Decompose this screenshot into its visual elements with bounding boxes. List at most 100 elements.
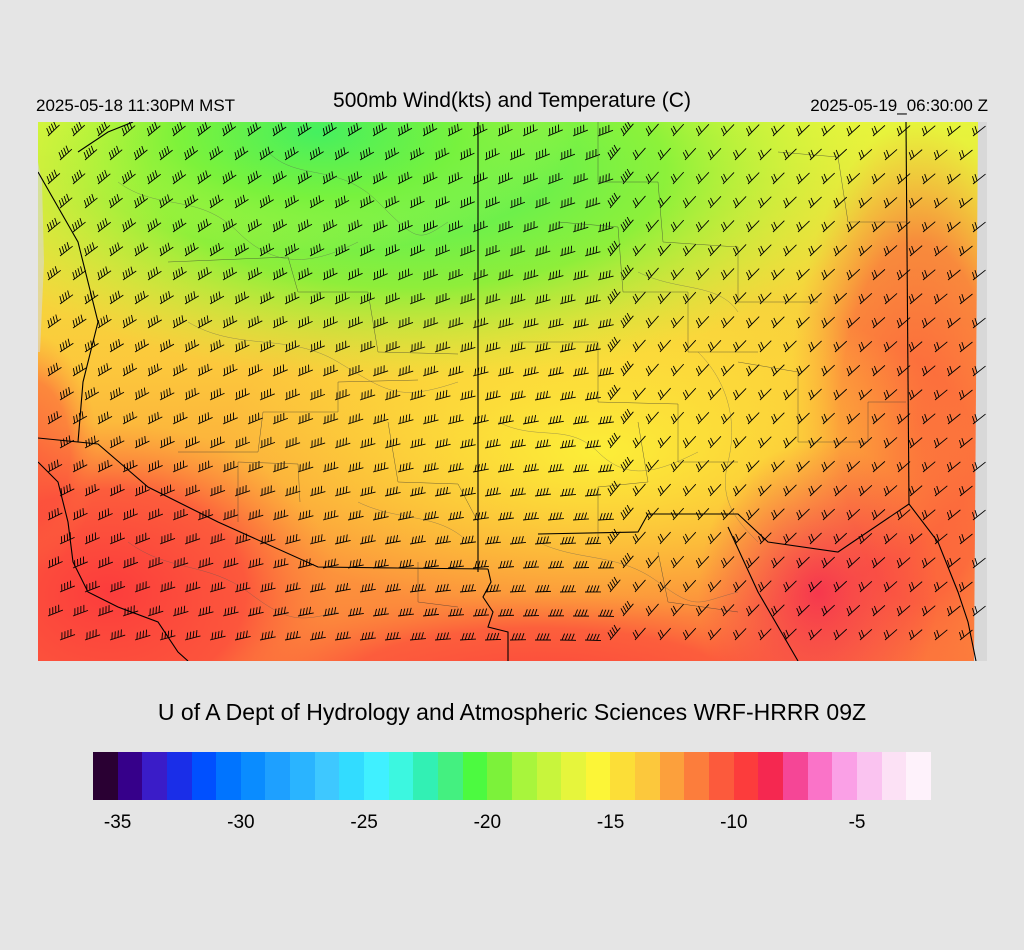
colorbar-swatch [388, 752, 414, 800]
wind-barb [871, 269, 886, 281]
wind-barb [896, 125, 911, 137]
wind-barb [707, 436, 722, 449]
wind-barb [933, 149, 948, 161]
wind-barb [47, 362, 62, 377]
wind-barb [334, 195, 350, 209]
wind-barb [921, 509, 936, 521]
wind-barb [58, 193, 73, 209]
wind-barb [46, 217, 61, 233]
wind-barb [121, 122, 136, 137]
wind-barb [547, 463, 564, 473]
wind-barb [670, 123, 685, 137]
wind-barb [484, 390, 501, 401]
wind-barb [572, 415, 589, 425]
wind-barb [434, 632, 451, 641]
wind-barb [883, 629, 898, 641]
wind-barb [297, 171, 312, 185]
wind-barb [409, 535, 426, 545]
wind-barb [632, 579, 646, 593]
wind-barb [72, 508, 88, 521]
wind-barb [972, 509, 986, 521]
wind-barb [284, 388, 301, 401]
wind-barb [758, 148, 772, 161]
wind-barb [645, 363, 659, 377]
wind-barb [447, 511, 464, 521]
wind-barb [620, 552, 634, 569]
wind-barb [59, 483, 75, 497]
wind-barb [733, 340, 747, 353]
wind-barb [84, 532, 100, 545]
wind-barb [309, 388, 326, 401]
wind-barb [309, 195, 325, 209]
wind-barb [397, 316, 414, 329]
wind-barb [657, 339, 671, 353]
wind-barb [707, 532, 722, 545]
wind-barb [147, 218, 162, 233]
wind-barb [958, 197, 973, 209]
temperature-map[interactable] [38, 122, 987, 661]
wind-barb [783, 148, 797, 161]
wind-barb [833, 388, 848, 401]
wind-barb [783, 580, 797, 593]
wind-barb [746, 412, 760, 425]
wind-barb [97, 556, 114, 569]
wind-barb [584, 633, 602, 642]
wind-barb [946, 413, 961, 425]
wind-barb [808, 532, 822, 545]
wind-barb [733, 436, 747, 449]
wind-barb [372, 171, 388, 185]
wind-barb [122, 556, 139, 569]
colorbar-swatch [684, 752, 710, 800]
wind-barb [746, 172, 760, 185]
wind-barb [808, 244, 822, 257]
wind-barb [121, 169, 136, 185]
wind-barb [733, 580, 747, 593]
wind-barb [572, 173, 589, 185]
wind-barb [657, 435, 671, 449]
wind-barb [858, 244, 873, 257]
wind-barb [434, 438, 451, 449]
wind-barb [720, 172, 735, 185]
wind-barb [122, 411, 138, 425]
wind-barb [670, 363, 685, 377]
wind-barb [796, 508, 810, 521]
colorbar-swatch [166, 752, 192, 800]
wind-barb [534, 293, 551, 305]
wind-barb [272, 412, 289, 425]
wind-barb [434, 535, 451, 545]
wind-barb [297, 606, 314, 617]
colorbar-swatch [142, 752, 167, 800]
wind-barb [96, 169, 111, 185]
wind-barb [871, 557, 886, 569]
wind-barb [883, 149, 898, 161]
wind-barb [657, 387, 671, 401]
wind-barb [645, 315, 659, 329]
wind-barb [707, 292, 722, 305]
wind-barb [284, 146, 299, 161]
wind-barb [72, 217, 86, 233]
wind-barb [97, 218, 111, 233]
wind-barb [597, 221, 614, 233]
wind-barb [209, 533, 226, 545]
wind-barb [46, 122, 60, 137]
wind-barb [459, 244, 476, 257]
wind-barb [297, 219, 313, 233]
wind-barb [259, 340, 275, 353]
wind-barb [758, 628, 772, 641]
wind-barb [359, 147, 375, 161]
wind-barb [509, 633, 527, 641]
wind-barb [134, 581, 151, 593]
wind-barb [422, 607, 439, 617]
wind-barb [682, 531, 697, 545]
wind-barb [946, 125, 961, 137]
wind-barb [534, 148, 550, 161]
wind-barb [607, 480, 621, 497]
wind-barb [783, 340, 797, 353]
wind-barb [808, 484, 822, 497]
wind-barb [197, 218, 212, 233]
wind-barb [808, 436, 822, 449]
wind-barb [597, 270, 614, 281]
wind-barb [547, 512, 564, 521]
wind-barb [484, 535, 501, 545]
wind-barb [559, 487, 576, 497]
